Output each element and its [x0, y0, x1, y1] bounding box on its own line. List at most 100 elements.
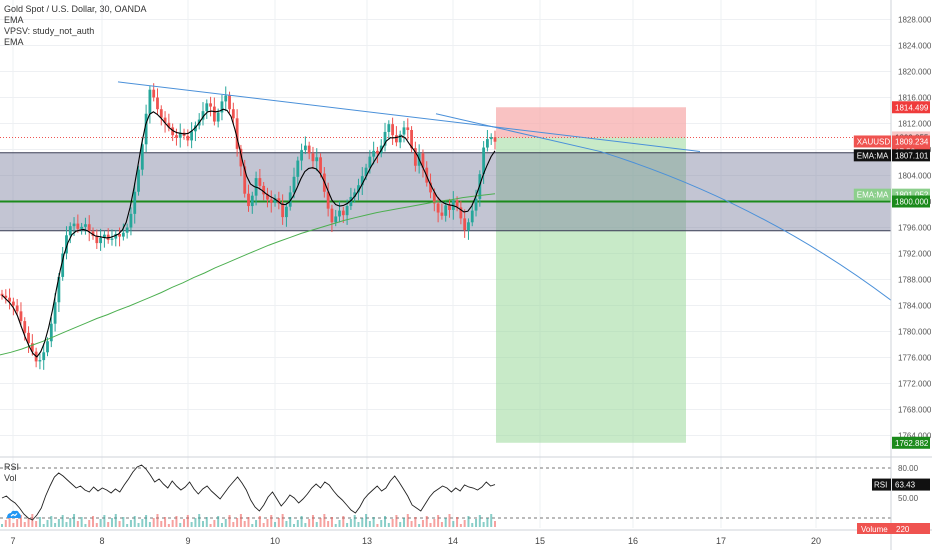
candle-body	[137, 169, 140, 192]
indicator-ema-label[interactable]: EMA	[4, 15, 24, 25]
candle-body	[133, 191, 137, 214]
candle-body	[391, 124, 395, 136]
volume-bar	[31, 514, 34, 527]
price-tick-label: 1784.000	[898, 302, 932, 311]
candle-body	[99, 237, 102, 244]
volume-bar	[247, 517, 250, 527]
price-tick-label: 1768.000	[898, 406, 932, 415]
candle-body	[178, 132, 182, 138]
symbol-title[interactable]: Gold Spot / U.S. Dollar, 30, OANDA	[4, 4, 147, 14]
volume-bar	[262, 523, 265, 527]
volume-bar	[141, 519, 144, 527]
volume-bar	[152, 518, 155, 527]
volume-bar	[19, 515, 22, 527]
volume-bar	[46, 520, 49, 527]
candle-body	[338, 210, 341, 217]
candle-body	[148, 89, 152, 114]
price-tag-name-bg	[853, 135, 891, 148]
rsi-label[interactable]: RSI	[4, 462, 20, 472]
trendline-1	[117, 81, 701, 152]
candle-body	[228, 95, 231, 110]
volume-bar	[380, 520, 383, 527]
volume-bar	[478, 515, 481, 527]
volume-bar	[217, 516, 220, 527]
price-tag-name: EMA:MA	[857, 191, 889, 200]
price-tick-label: 1776.000	[898, 354, 932, 363]
volume-bar	[129, 520, 132, 527]
volume-bar	[410, 521, 413, 527]
candle-body	[398, 134, 402, 143]
vol-label[interactable]: Vol	[4, 473, 17, 483]
volume-bar	[38, 517, 41, 527]
rsi-tag-bg	[872, 478, 891, 491]
candle-body	[364, 167, 368, 177]
candle-body	[296, 160, 300, 177]
volume-bar	[490, 514, 493, 527]
candle-body	[406, 127, 410, 130]
volume-bar	[471, 523, 474, 527]
candle-body	[349, 196, 353, 207]
price-tag-bg	[892, 149, 930, 162]
candle-body	[76, 223, 80, 229]
candle-body	[38, 360, 42, 362]
volume-bar	[418, 524, 421, 527]
candle-body	[91, 231, 95, 236]
candle-body	[315, 157, 319, 162]
volume-bar	[323, 514, 326, 527]
candle-body	[129, 213, 133, 228]
candle-body	[167, 122, 171, 128]
volume-bar	[293, 524, 296, 527]
volume-bar	[103, 515, 106, 527]
candle-body	[247, 193, 250, 207]
candle-body	[224, 95, 228, 102]
candle-body	[307, 145, 311, 154]
tradingview-logo-icon[interactable]	[6, 509, 22, 519]
volume-bar	[76, 521, 79, 527]
indicator-ema2-label[interactable]: EMA	[4, 37, 24, 47]
volume-bar	[190, 522, 193, 527]
volume-bar	[421, 520, 424, 527]
volume-tag-bg	[857, 523, 930, 534]
time-tick-label: 16	[628, 536, 638, 546]
candle-body	[8, 297, 11, 302]
volume-bar	[156, 514, 159, 527]
volume-bar	[289, 517, 292, 527]
candle-body	[467, 222, 470, 231]
price-tick-label: 1828.000	[898, 16, 932, 25]
volume-bar	[315, 522, 318, 527]
volume-bar	[425, 516, 428, 527]
volume-bar	[160, 521, 163, 527]
volume-bar	[304, 523, 307, 527]
time-tick-label: 7	[10, 536, 15, 546]
candle-body	[235, 118, 239, 149]
rsi-value-label: 63.43	[895, 481, 916, 490]
candle-body	[95, 235, 99, 244]
price-tag-name-bg	[853, 188, 891, 201]
candle-body	[0, 293, 4, 296]
price-tag-bg	[892, 101, 930, 114]
candle-body	[231, 109, 235, 119]
candle-body	[175, 135, 178, 138]
price-tag-value: 1807.101	[895, 151, 929, 160]
candle-body	[372, 150, 376, 157]
volume-bar	[73, 514, 76, 527]
candle-body	[49, 323, 53, 342]
volume-bar	[285, 521, 288, 527]
candle-body	[144, 113, 148, 145]
volume-bar	[494, 521, 496, 527]
indicator-vpsv-label[interactable]: VPSV: study_not_auth	[4, 26, 95, 36]
candle-body	[429, 182, 432, 193]
volume-bar	[308, 519, 311, 527]
volume-bar	[84, 524, 87, 527]
price-tag-value: 1801.052	[895, 191, 929, 200]
candle-body	[455, 200, 459, 208]
candle-body	[303, 145, 307, 151]
volume-bar	[243, 521, 246, 527]
volume-bar	[80, 517, 83, 527]
volume-bar	[338, 520, 341, 527]
candle-body	[125, 227, 129, 233]
candle-body	[273, 198, 277, 203]
volume-bar	[126, 524, 129, 527]
volume-bar	[452, 521, 455, 527]
